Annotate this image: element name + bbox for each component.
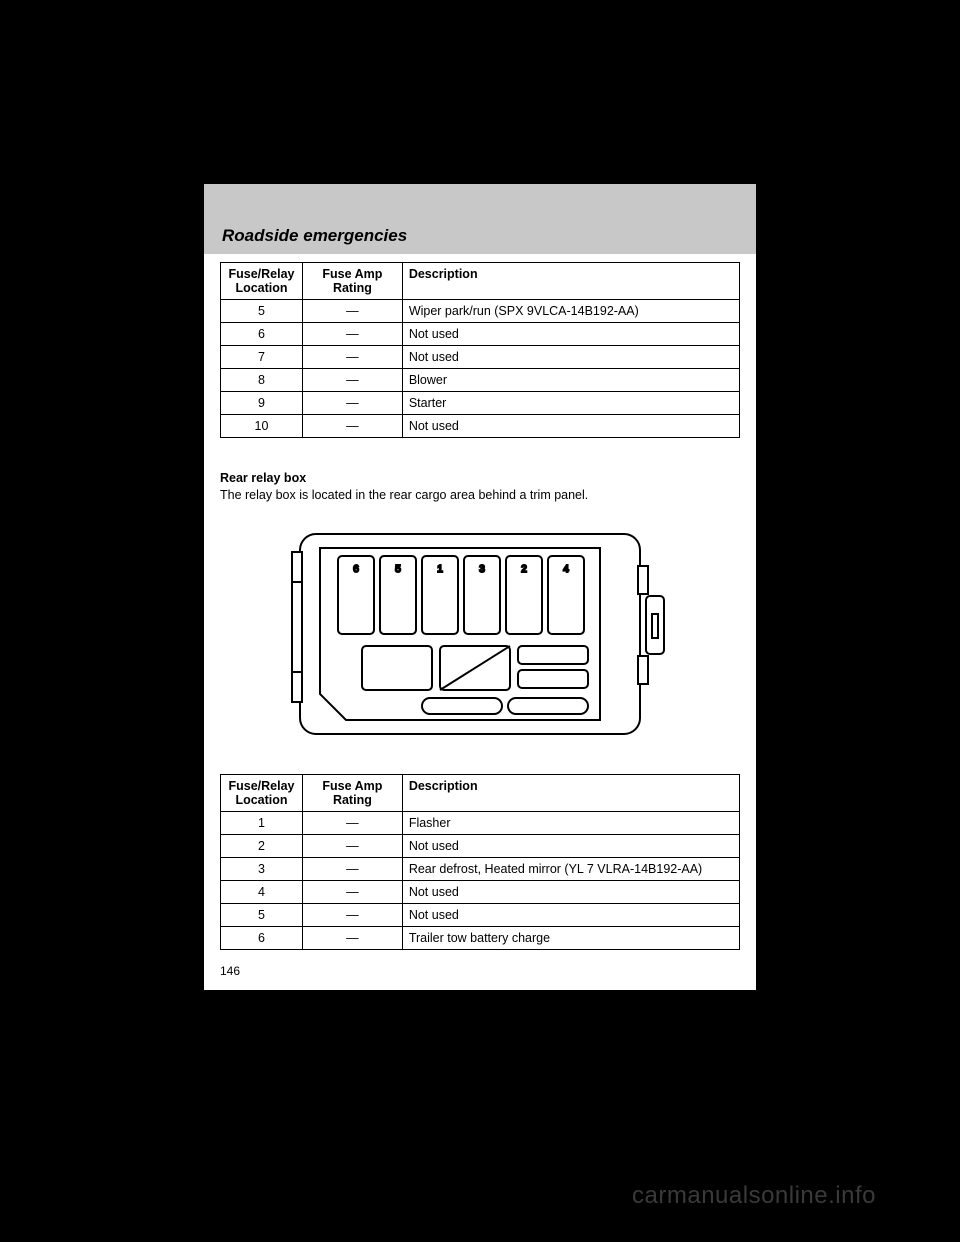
table-row: 3—Rear defrost, Heated mirror (YL 7 VLRA… — [221, 858, 740, 881]
manual-page: Roadside emergencies Fuse/RelayLocation … — [204, 184, 756, 990]
fuse-table-bottom: Fuse/RelayLocation Fuse AmpRating Descri… — [220, 774, 740, 950]
table-row: 5—Wiper park/run (SPX 9VLCA-14B192-AA) — [221, 300, 740, 323]
table-row: 1—Flasher — [221, 812, 740, 835]
relay-box-heading: Rear relay box — [220, 471, 306, 485]
fuse-table-top: Fuse/RelayLocation Fuse AmpRating Descri… — [220, 262, 740, 438]
relay-box-diagram: 6 5 1 3 2 4 — [290, 524, 670, 762]
table-row: 6—Trailer tow battery charge — [221, 927, 740, 950]
col-header: Fuse/RelayLocation — [221, 263, 303, 300]
table-row: 10—Not used — [221, 415, 740, 438]
col-header: Fuse AmpRating — [302, 263, 402, 300]
intertext-block: Rear relay box The relay box is located … — [220, 470, 740, 504]
svg-text:2: 2 — [521, 564, 527, 575]
table-row: 5—Not used — [221, 904, 740, 927]
watermark-text: carmanualsonline.info — [632, 1182, 876, 1210]
table-row: 6—Not used — [221, 323, 740, 346]
relay-box-desc: The relay box is located in the rear car… — [220, 488, 588, 502]
col-header: Fuse AmpRating — [302, 775, 402, 812]
col-header: Description — [402, 263, 739, 300]
table-header-row: Fuse/RelayLocation Fuse AmpRating Descri… — [221, 263, 740, 300]
col-header: Description — [402, 775, 739, 812]
section-title: Roadside emergencies — [222, 226, 407, 246]
table-row: 8—Blower — [221, 369, 740, 392]
table-header-row: Fuse/RelayLocation Fuse AmpRating Descri… — [221, 775, 740, 812]
svg-text:1: 1 — [437, 564, 443, 575]
svg-text:5: 5 — [395, 564, 401, 575]
table-row: 7—Not used — [221, 346, 740, 369]
col-header: Fuse/RelayLocation — [221, 775, 303, 812]
page-number: 146 — [220, 964, 240, 978]
svg-text:6: 6 — [353, 564, 359, 575]
table-row: 2—Not used — [221, 835, 740, 858]
table-row: 4—Not used — [221, 881, 740, 904]
table-row: 9—Starter — [221, 392, 740, 415]
svg-text:4: 4 — [563, 564, 569, 575]
svg-text:3: 3 — [479, 564, 485, 575]
